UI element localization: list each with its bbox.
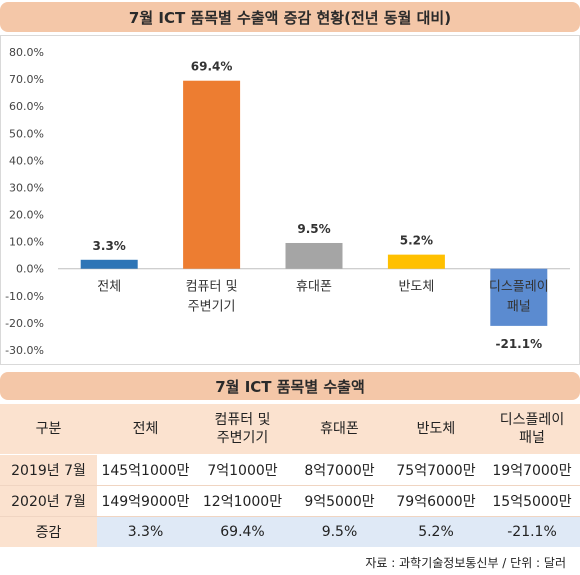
data-label: 3.3% — [93, 239, 126, 253]
y-tick-label: 0.0% — [16, 263, 44, 276]
y-tick-label: -30.0% — [5, 344, 44, 357]
table-cell: 69.4% — [194, 516, 291, 548]
data-label: 9.5% — [297, 222, 330, 236]
x-tick-label-line: 전체 — [97, 280, 121, 295]
x-tick-label-line: 패널 — [507, 300, 531, 315]
table-cell: 9.5% — [291, 516, 388, 548]
data-label: 69.4% — [191, 60, 233, 74]
data-label: -21.1% — [495, 337, 542, 351]
bar — [387, 254, 445, 269]
data-label: 5.2% — [400, 234, 433, 248]
table-title-banner: 7월 ICT 품목별 수출액 — [0, 372, 580, 400]
y-tick-label: 20.0% — [9, 209, 44, 222]
header-line: 주변기기 — [216, 430, 269, 446]
bar — [490, 268, 548, 326]
bar — [80, 259, 138, 269]
y-tick-label: 60.0% — [9, 100, 44, 113]
row-label: 증감 — [0, 516, 97, 548]
y-tick-label: 30.0% — [9, 181, 44, 194]
table-cell: 79억6000만 — [388, 485, 484, 517]
y-tick-label: 40.0% — [9, 154, 44, 167]
header-line: 컴퓨터 및 — [214, 412, 271, 428]
y-tick-label: 10.0% — [9, 236, 44, 249]
header-cell: 전체 — [97, 404, 194, 455]
chart-title-banner: 7월 ICT 품목별 수출액 증감 현황(전년 동월 대비) — [0, 2, 580, 32]
table-cell: 12억1000만 — [194, 485, 291, 517]
x-tick-label: 반도체 — [398, 280, 434, 295]
header-line: 디스플레이 — [499, 412, 565, 428]
table-cell: 3.3% — [97, 516, 194, 548]
x-tick-label: 휴대폰 — [296, 280, 332, 295]
header-cell: 반도체 — [388, 404, 484, 455]
x-tick-label-line: 휴대폰 — [296, 280, 332, 295]
source-note: 자료 : 과학기술정보통신부 / 단위 : 달러 — [365, 556, 566, 570]
header-line: 패널 — [519, 430, 545, 446]
table-cell: 5.2% — [388, 516, 484, 548]
table-row: 증감 3.3% 69.4% 9.5% 5.2% -21.1% — [0, 516, 580, 548]
table-cell: 75억7000만 — [388, 454, 484, 486]
bar — [285, 242, 343, 269]
table-row: 2020년 7월 149억9000만 12억1000만 9억5000만 79억6… — [0, 485, 580, 517]
y-tick-label: -10.0% — [5, 290, 44, 303]
x-tick-label-line: 컴퓨터 및 — [186, 280, 238, 295]
table-cell: 7억1000만 — [194, 454, 291, 486]
chart-title: 7월 ICT 품목별 수출액 증감 현황(전년 동월 대비) — [128, 8, 452, 27]
table-row: 2019년 7월 145억1000만 7억1000만 8억7000만 75억70… — [0, 454, 580, 486]
header-cell: 휴대폰 — [291, 404, 388, 455]
table-cell: 149억9000만 — [97, 485, 194, 517]
row-label: 2019년 7월 — [0, 454, 97, 486]
x-tick-label-line: 디스플레이 — [489, 280, 549, 295]
y-tick-label: 80.0% — [9, 46, 44, 59]
y-tick-label: 50.0% — [9, 127, 44, 140]
table-cell: 8억7000만 — [291, 454, 388, 486]
x-tick-label-line: 반도체 — [398, 280, 434, 295]
table-title: 7월 ICT 품목별 수출액 — [215, 377, 365, 396]
table-cell: 145억1000만 — [97, 454, 194, 486]
table-cell: 15억5000만 — [484, 485, 580, 517]
y-tick-label: 70.0% — [9, 73, 44, 86]
header-cell: 구분 — [0, 404, 97, 455]
x-tick-label: 전체 — [97, 280, 121, 295]
table-cell: 19억7000만 — [484, 454, 580, 486]
bar-chart: 80.0% 70.0% 60.0% 50.0% 40.0% 30.0% 20.0% 10.0%… — [0, 35, 580, 365]
table-cell: -21.1% — [484, 516, 580, 548]
table-cell: 9억5000만 — [291, 485, 388, 517]
y-tick-label: -20.0% — [5, 317, 44, 330]
bar — [183, 80, 241, 269]
x-tick-label-line: 주변기기 — [188, 300, 236, 315]
row-label: 2020년 7월 — [0, 485, 97, 517]
